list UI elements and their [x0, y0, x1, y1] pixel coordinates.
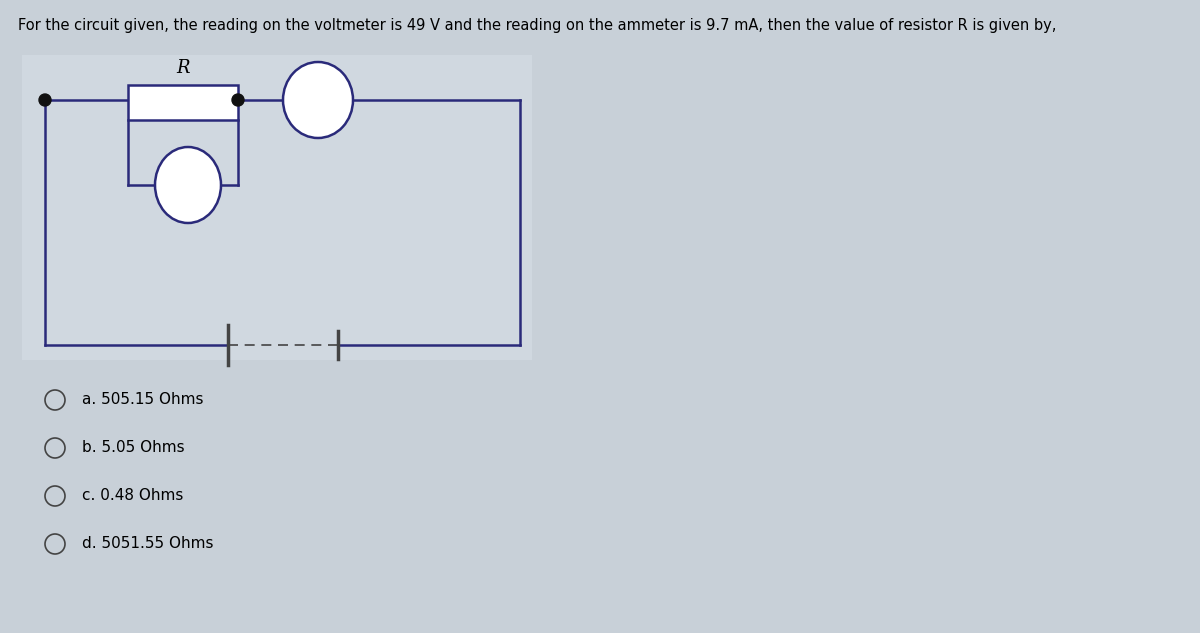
Text: V: V	[182, 177, 194, 192]
Bar	[22, 55, 532, 360]
Ellipse shape	[283, 62, 353, 138]
Ellipse shape	[155, 147, 221, 223]
Circle shape	[232, 94, 244, 106]
Bar	[128, 85, 238, 120]
Circle shape	[38, 94, 50, 106]
Text: R: R	[176, 59, 190, 77]
Text: For the circuit given, the reading on the voltmeter is 49 V and the reading on t: For the circuit given, the reading on th…	[18, 18, 1056, 33]
Text: a. 505.15 Ohms: a. 505.15 Ohms	[82, 392, 204, 408]
Text: d. 5051.55 Ohms: d. 5051.55 Ohms	[82, 537, 214, 551]
Text: b. 5.05 Ohms: b. 5.05 Ohms	[82, 441, 185, 456]
Text: A: A	[312, 92, 324, 108]
Text: c. 0.48 Ohms: c. 0.48 Ohms	[82, 489, 184, 503]
